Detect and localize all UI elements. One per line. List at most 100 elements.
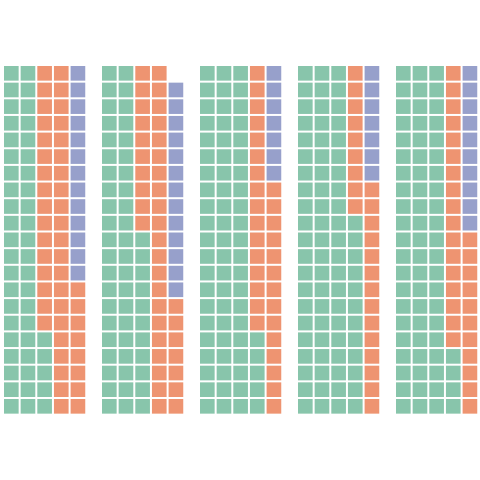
waffle-cell (118, 249, 134, 264)
waffle-cell (200, 99, 215, 114)
waffle-cell (70, 182, 86, 198)
waffle-cell (445, 315, 461, 331)
waffle-cell (331, 149, 346, 164)
waffle-cell (364, 282, 380, 298)
waffle-cell (364, 265, 380, 281)
waffle-cell (429, 182, 444, 198)
waffle-cell (266, 215, 282, 231)
waffle-cell (53, 332, 69, 348)
waffle-cell (331, 332, 346, 348)
waffle-cell (102, 99, 117, 114)
waffle-cell (233, 349, 248, 364)
waffle-cell (70, 332, 86, 348)
waffle-cell (249, 149, 265, 164)
waffle-cell (462, 349, 478, 364)
waffle-cell (200, 165, 215, 181)
waffle-cell (216, 66, 232, 81)
waffle-cell (53, 82, 69, 98)
waffle-cell (102, 315, 117, 331)
waffle-cell (233, 149, 248, 164)
waffle-cell (429, 115, 444, 131)
waffle-cell (102, 132, 117, 148)
waffle-cell (20, 365, 36, 381)
waffle-cell (102, 349, 117, 364)
waffle-cell (331, 315, 346, 331)
waffle-cell (216, 82, 232, 98)
waffle-cell (314, 365, 330, 381)
waffle-cell (168, 199, 184, 214)
waffle-cell (70, 265, 86, 281)
waffle-cell (347, 165, 363, 181)
waffle-cell (168, 332, 184, 348)
waffle-cell (168, 315, 184, 331)
waffle-cell (200, 399, 215, 414)
waffle-cell (396, 299, 411, 314)
waffle-cell (151, 299, 167, 314)
waffle-cell (462, 199, 478, 214)
waffle-cell (200, 332, 215, 348)
waffle-cell (37, 182, 52, 198)
waffle-cell (151, 165, 167, 181)
waffle-cell (445, 249, 461, 264)
waffle-cell (233, 232, 248, 248)
waffle-cell (396, 66, 411, 81)
waffle-cell (135, 232, 150, 248)
waffle-cell (53, 232, 69, 248)
waffle-cell (200, 215, 215, 231)
waffle-cell (37, 215, 52, 231)
waffle-cell (168, 249, 184, 264)
waffle-cell (396, 199, 411, 214)
waffle-cell (37, 265, 52, 281)
waffle-cell (151, 115, 167, 131)
waffle-cell (233, 165, 248, 181)
waffle-cell (445, 182, 461, 198)
waffle-cell (347, 249, 363, 264)
waffle-cell (347, 66, 363, 81)
waffle-cell (102, 249, 117, 264)
waffle-cell (168, 165, 184, 181)
waffle-cell (429, 132, 444, 148)
waffle-cell (118, 315, 134, 331)
waffle-cell (4, 399, 19, 414)
waffle-cell (20, 99, 36, 114)
waffle-cell (37, 232, 52, 248)
waffle-cell (412, 165, 428, 181)
waffle-cell (298, 132, 313, 148)
waffle-cell (20, 249, 36, 264)
waffle-cell (70, 165, 86, 181)
waffle-cell (364, 165, 380, 181)
waffle-cell (233, 315, 248, 331)
waffle-cell (216, 399, 232, 414)
waffle-cell (102, 165, 117, 181)
waffle-cell (331, 66, 346, 81)
waffle-cell (396, 132, 411, 148)
waffle-cell (412, 349, 428, 364)
waffle-cell (314, 399, 330, 414)
waffle-cell (412, 149, 428, 164)
waffle-cell (233, 399, 248, 414)
waffle-cell (102, 332, 117, 348)
waffle-cell (4, 365, 19, 381)
waffle-cell (462, 115, 478, 131)
waffle-cell (4, 349, 19, 364)
waffle-cell (249, 99, 265, 114)
waffle-cell (445, 165, 461, 181)
waffle-cell (331, 282, 346, 298)
waffle-cell (462, 232, 478, 248)
waffle-cell (249, 249, 265, 264)
waffle-cell (347, 99, 363, 114)
waffle-cell (331, 265, 346, 281)
waffle-cell (20, 182, 36, 198)
waffle-cell (118, 382, 134, 397)
waffle-cell (168, 215, 184, 231)
waffle-cell (331, 115, 346, 131)
waffle-cell (118, 165, 134, 181)
waffle-cell (53, 299, 69, 314)
waffle-cell (118, 265, 134, 281)
waffle-cell (445, 265, 461, 281)
waffle-cell (314, 215, 330, 231)
waffle-cell (20, 382, 36, 397)
waffle-cell (347, 132, 363, 148)
waffle-cell (4, 232, 19, 248)
waffle-cell (249, 82, 265, 98)
